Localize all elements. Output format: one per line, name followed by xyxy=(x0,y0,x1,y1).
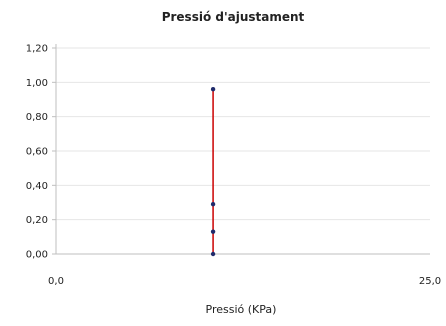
x-axis-label: Pressió (KPa) xyxy=(206,303,277,316)
tick-labels: 0,00 0,20 0,40 0,60 0,80 1,00 1,20 0,0 25,0 xyxy=(26,44,441,288)
series xyxy=(210,87,216,257)
axes xyxy=(52,44,430,255)
y-tick-label: 0,60 xyxy=(26,147,48,158)
data-point xyxy=(210,251,216,257)
y-tick-label: 0,00 xyxy=(26,250,48,261)
y-tick-label: 0,40 xyxy=(26,181,48,192)
y-tick-label: 1,00 xyxy=(26,78,48,89)
grid xyxy=(56,47,430,221)
x-tick-label: 25,0 xyxy=(419,276,441,287)
data-point xyxy=(210,202,216,207)
chart-title: Pressió d'ajustament xyxy=(162,10,305,24)
y-tick-label: 0,80 xyxy=(26,112,48,123)
data-point xyxy=(210,87,216,92)
y-tick-label: 1,20 xyxy=(26,44,48,55)
x-tick-label: 0,0 xyxy=(48,276,64,287)
y-tick-label: 0,20 xyxy=(26,215,48,226)
data-point xyxy=(210,229,216,234)
